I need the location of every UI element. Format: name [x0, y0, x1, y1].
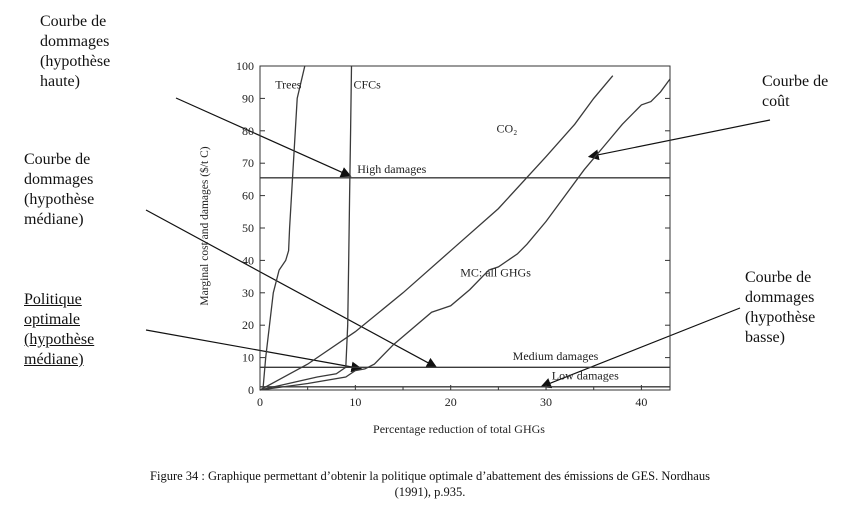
series-label-co2: CO₂ — [496, 121, 517, 135]
annotation-optimal-policy: Politique optimale (hypothèse médiane) — [24, 291, 95, 368]
arrow-damage-low — [540, 307, 741, 389]
y-axis-label: Marginal cost and damages ($/t C) — [198, 146, 211, 305]
x-tick-label: 0 — [257, 395, 263, 409]
series-label-medium: Medium damages — [513, 349, 599, 363]
y-tick-label: 10 — [242, 351, 254, 365]
annotation-damage-low: Courbe de dommages (hypothèse basse) — [745, 269, 816, 346]
series-line-trees — [262, 65, 306, 391]
caption-line-1: Figure 34 : Graphique permettant d’obten… — [150, 469, 710, 483]
y-tick-label: 0 — [248, 383, 254, 397]
x-tick-label: 40 — [635, 395, 647, 409]
series-line-mc-all-ghgs — [259, 78, 671, 391]
chart-series-labels: Trees CFCs CO₂ MC: all GHGs High damages Medi… — [275, 78, 619, 383]
caption-line-2: (1991), p.935. — [394, 485, 466, 499]
annotation-cost-curve: Courbe de coût — [762, 73, 829, 110]
plot-frame — [259, 65, 671, 391]
chart-plot: 0 10 20 30 40 50 60 70 80 90 100 0 10 20 30 40 Percentag… — [198, 59, 671, 436]
arrow-cost-curve — [587, 119, 771, 161]
arrow-damage-high — [175, 97, 352, 178]
y-tick-label: 90 — [242, 91, 254, 105]
y-tick-label: 30 — [242, 286, 254, 300]
x-tick-label: 20 — [445, 395, 457, 409]
y-tick-label: 50 — [242, 221, 254, 235]
figure-caption: Figure 34 : Graphique permettant d’obten… — [0, 468, 860, 500]
series-label-high: High damages — [357, 162, 426, 176]
x-tick-label: 30 — [540, 395, 552, 409]
series-label-low: Low damages — [552, 369, 619, 383]
chart-series — [259, 65, 671, 391]
arrow-optimal-policy — [145, 329, 363, 373]
x-axis-label: Percentage reduction of total GHGs — [373, 422, 545, 436]
y-tick-label: 100 — [236, 59, 254, 73]
chart-axes: 0 10 20 30 40 50 60 70 80 90 100 0 10 20 30 40 Percentag… — [198, 59, 671, 436]
series-label-trees: Trees — [275, 78, 302, 92]
y-tick-label: 70 — [242, 156, 254, 170]
x-tick-label: 10 — [349, 395, 361, 409]
y-tick-label: 20 — [242, 318, 254, 332]
y-tick-label: 60 — [242, 189, 254, 203]
arrow-damage-medium — [145, 209, 438, 368]
y-tick-label: 80 — [242, 124, 254, 138]
series-label-cfcs: CFCs — [353, 78, 381, 92]
annotation-damage-high: Courbe de dommages (hypothèse haute) — [40, 13, 111, 90]
series-label-mc: MC: all GHGs — [460, 266, 531, 280]
annotation-damage-medium: Courbe de dommages (hypothèse médiane) — [24, 151, 95, 228]
y-tick-label: 40 — [242, 253, 254, 267]
series-line-co — [259, 75, 614, 391]
series-line-cfcs — [259, 65, 353, 391]
annotation-arrows — [145, 97, 771, 389]
